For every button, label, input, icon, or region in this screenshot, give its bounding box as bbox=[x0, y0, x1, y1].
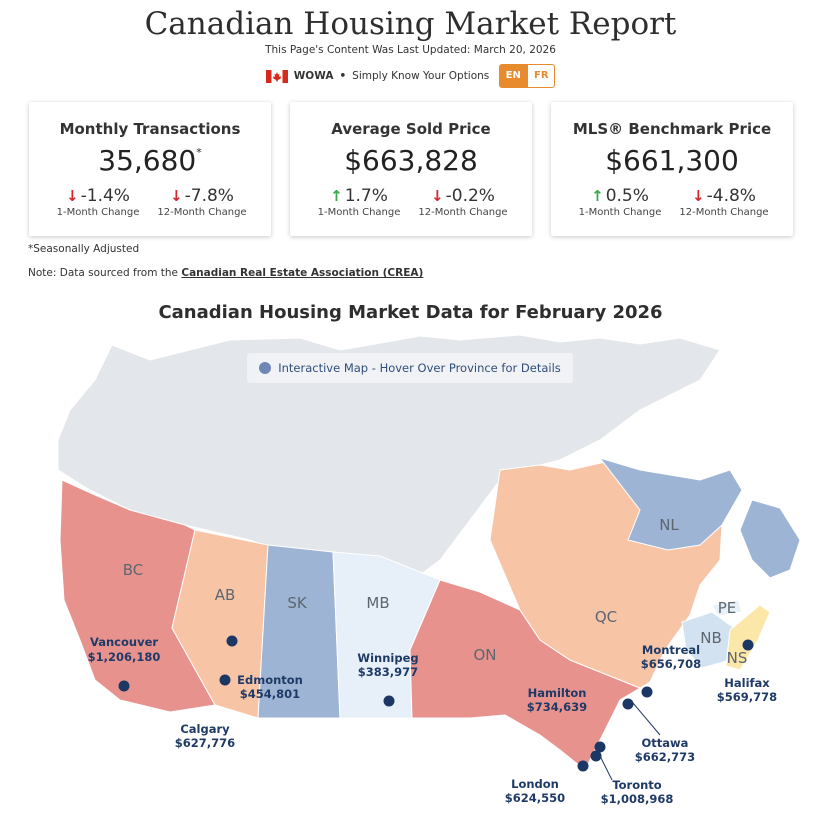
card-value: $661,300 bbox=[605, 144, 739, 177]
arrow-down-icon: ↓ bbox=[66, 187, 79, 205]
lang-en-button[interactable]: EN bbox=[499, 64, 528, 88]
city-label-montreal: Montreal bbox=[642, 643, 700, 657]
card-title: Average Sold Price bbox=[331, 120, 491, 138]
page-title: Canadian Housing Market Report bbox=[144, 6, 677, 42]
city-price-calgary: $627,776 bbox=[175, 736, 235, 750]
edmonton-marker[interactable] bbox=[226, 635, 238, 647]
twelve-month-change: ↓ -4.8% 12-Month Change bbox=[679, 186, 769, 218]
one-month-change: ↑ 0.5% 1-Month Change bbox=[578, 186, 662, 218]
card-title: Monthly Transactions bbox=[59, 120, 241, 138]
toronto-marker[interactable] bbox=[590, 750, 602, 762]
city-label-vancouver: Vancouver bbox=[90, 635, 158, 649]
london-marker[interactable] bbox=[577, 760, 589, 772]
city-price-montreal: $656,708 bbox=[641, 657, 701, 671]
last-updated: This Page's Content Was Last Updated: Ma… bbox=[265, 44, 556, 56]
winnipeg-marker[interactable] bbox=[383, 695, 395, 707]
city-price-winnipeg: $383,977 bbox=[358, 665, 418, 679]
brand-name: WOWA bbox=[293, 70, 334, 82]
legend-dot-icon bbox=[259, 362, 272, 374]
label-ab: AB bbox=[215, 586, 236, 604]
ottawa-leader-line bbox=[632, 702, 661, 736]
city-label-halifax: Halifax bbox=[724, 676, 770, 690]
calgary-marker[interactable] bbox=[219, 674, 231, 686]
label-pe: PE bbox=[718, 599, 737, 617]
label-mb: MB bbox=[366, 594, 389, 612]
arrow-down-icon: ↓ bbox=[170, 187, 183, 205]
city-label-winnipeg: Winnipeg bbox=[357, 651, 418, 665]
twelve-month-change: ↓ -0.2% 12-Month Change bbox=[418, 186, 508, 218]
card-mls-benchmark-price: MLS® Benchmark Price $661,300 ↑ 0.5% 1-Mo… bbox=[551, 102, 793, 236]
arrow-down-icon: ↓ bbox=[431, 187, 444, 205]
map-heading: Canadian Housing Market Data for Februar… bbox=[158, 302, 663, 323]
card-value: $663,828 bbox=[344, 144, 478, 177]
city-label-ottawa: Ottawa bbox=[642, 736, 689, 750]
city-price-toronto: $1,008,968 bbox=[601, 792, 674, 806]
map-legend: Interactive Map - Hover Over Province fo… bbox=[247, 353, 573, 383]
twelve-month-change: ↓ -7.8% 12-Month Change bbox=[157, 186, 247, 218]
arrow-up-icon: ↑ bbox=[330, 187, 343, 205]
card-average-sold-price: Average Sold Price $663,828 ↑ 1.7% 1-Mont… bbox=[290, 102, 532, 236]
card-value: 35,680* bbox=[98, 144, 202, 177]
city-label-edmonton: Edmonton bbox=[237, 673, 303, 687]
label-bc: BC bbox=[123, 561, 144, 579]
brand-tagline: Simply Know Your Options bbox=[352, 70, 490, 82]
source-note: Note: Data sourced from the Canadian Rea… bbox=[28, 267, 424, 279]
label-on: ON bbox=[473, 646, 496, 664]
montreal-marker[interactable] bbox=[641, 686, 653, 698]
label-nb: NB bbox=[700, 629, 722, 647]
city-price-halifax: $569,778 bbox=[717, 690, 777, 704]
card-title: MLS® Benchmark Price bbox=[572, 120, 772, 138]
city-label-hamilton: Hamilton bbox=[528, 686, 587, 700]
label-ns: NS bbox=[727, 649, 748, 667]
legend-text: Interactive Map - Hover Over Province fo… bbox=[278, 361, 561, 375]
seasonal-mark: * bbox=[196, 145, 202, 159]
province-ns[interactable] bbox=[725, 604, 771, 671]
label-nl: NL bbox=[659, 516, 679, 534]
vancouver-marker[interactable] bbox=[118, 680, 130, 692]
lang-fr-button[interactable]: FR bbox=[527, 64, 556, 88]
brand-row: WOWA • Simply Know Your Options EN FR bbox=[0, 64, 821, 88]
city-price-hamilton: $734,639 bbox=[527, 700, 587, 714]
province-bc[interactable] bbox=[59, 479, 216, 713]
arrow-down-icon: ↓ bbox=[692, 187, 705, 205]
city-label-toronto: Toronto bbox=[612, 778, 661, 792]
province-pe[interactable] bbox=[711, 599, 743, 617]
city-price-vancouver: $1,206,180 bbox=[88, 650, 161, 664]
ottawa-marker[interactable] bbox=[622, 698, 634, 710]
arrow-up-icon: ↑ bbox=[591, 187, 604, 205]
province-nl[interactable] bbox=[598, 457, 743, 551]
hamilton-marker[interactable] bbox=[594, 741, 606, 753]
language-toggle: EN FR bbox=[499, 64, 556, 88]
city-price-edmonton: $454,801 bbox=[240, 687, 300, 701]
label-qc: QC bbox=[595, 608, 617, 626]
city-price-ottawa: $662,773 bbox=[635, 750, 695, 764]
footnote: *Seasonally Adjusted bbox=[28, 243, 140, 255]
city-price-london: $624,550 bbox=[505, 791, 565, 805]
territories bbox=[57, 334, 721, 591]
one-month-change: ↓ -1.4% 1-Month Change bbox=[56, 186, 140, 218]
province-ab[interactable] bbox=[171, 529, 269, 719]
one-month-change: ↑ 1.7% 1-Month Change bbox=[317, 186, 401, 218]
card-monthly-transactions: Monthly Transactions 35,680* ↓ -1.4% 1-Mo… bbox=[29, 102, 271, 236]
brand-bullet: • bbox=[339, 70, 347, 82]
label-sk: SK bbox=[287, 594, 308, 612]
canada-flag-icon bbox=[265, 69, 288, 83]
city-label-london: London bbox=[511, 777, 559, 791]
province-nl-island[interactable] bbox=[739, 499, 801, 579]
crea-link[interactable]: Canadian Real Estate Association (CREA) bbox=[181, 267, 424, 279]
city-label-calgary: Calgary bbox=[180, 722, 230, 736]
halifax-marker[interactable] bbox=[742, 639, 754, 651]
